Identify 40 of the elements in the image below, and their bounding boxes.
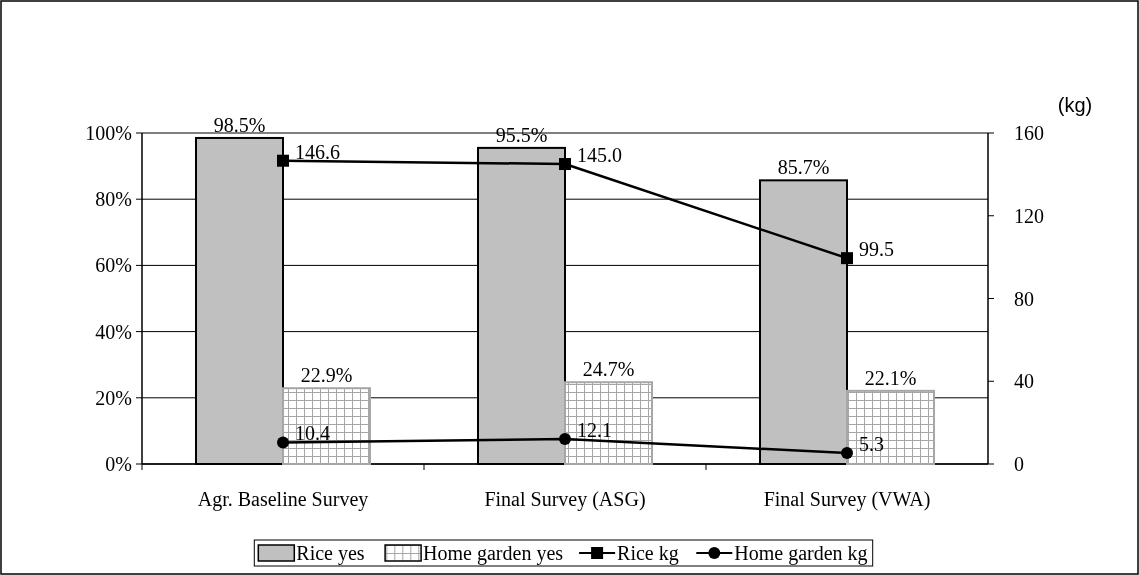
point [841,447,853,460]
y-tick-label: 80% [95,188,132,211]
data-label: 10.4 [295,422,330,445]
bar [564,381,653,465]
point [559,158,571,171]
y2-tick-label: 120 [1014,204,1044,227]
point [841,252,853,265]
data-label: 146.6 [295,140,340,163]
y-tick-label: 40% [95,320,132,343]
point [277,436,289,449]
data-label: 145.0 [577,144,622,167]
legend-label: Rice yes [296,542,365,565]
x-tick-label: Final Survey (ASG) [484,488,646,511]
data-label: 5.3 [859,433,884,456]
bar [846,389,935,465]
y2-tick-label: 80 [1014,287,1034,310]
y2-tick-label: 0 [1014,453,1024,475]
y-tick-label: 60% [95,254,132,277]
data-label: 22.9% [300,364,353,387]
data-label: 24.7% [582,358,635,381]
data-label: 99.5 [859,238,894,261]
x-tick-label: Agr. Baseline Survey [197,488,369,511]
point [277,154,289,167]
y2-tick-label: 160 [1014,122,1044,144]
y-tick-label: 0% [105,453,132,475]
x-tick-label: Final Survey (VWA) [763,488,931,511]
data-label: 95.5% [495,123,548,146]
data-label: 12.1 [577,418,612,441]
y-tick-label: 20% [95,386,132,409]
point [559,432,571,445]
y2-tick-label: 40 [1014,370,1034,393]
y-tick-label: 100% [85,122,132,144]
data-label: 85.7% [777,156,830,179]
bar [282,387,371,465]
legend-label: Home garden yes [423,542,564,565]
data-label: 22.1% [864,366,917,389]
y2-axis-title: (kg) [1057,94,1093,116]
legend-label: Home garden kg [734,542,868,565]
legend-label: Rice kg [617,542,679,565]
data-label: 98.5% [213,113,266,136]
